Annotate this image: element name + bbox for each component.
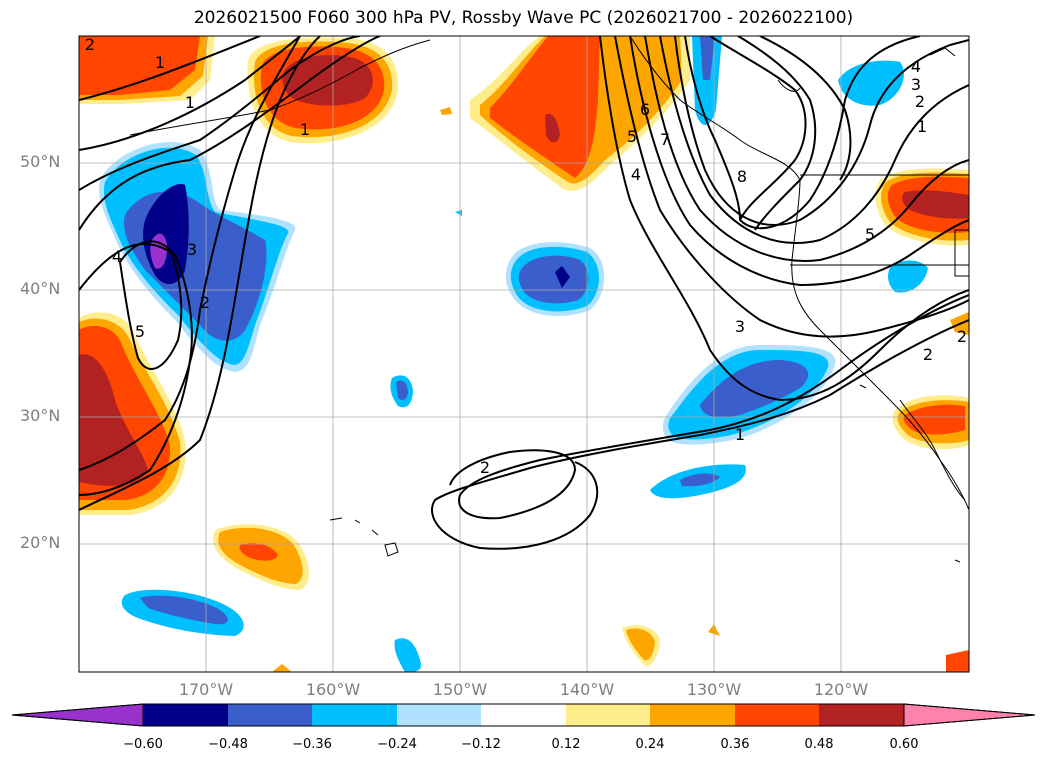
contour-label: 1 (735, 425, 745, 444)
contour-label: 1 (185, 93, 195, 112)
contour-label: 4 (911, 57, 921, 76)
colorbar-cell (735, 704, 819, 726)
lon-label: 140°W (559, 680, 615, 699)
colorbar-tick-label: 0.48 (804, 737, 834, 752)
lat-label: 20°N (20, 533, 61, 552)
contour-label: 8 (737, 167, 747, 186)
lon-label: 170°W (178, 680, 234, 699)
colorbar-tick-label: −0.48 (208, 737, 248, 752)
map-title: 2026021500 F060 300 hPa PV, Rossby Wave … (193, 8, 854, 28)
rossby-wave-contours (79, 36, 969, 550)
contour-label: 1 (155, 53, 165, 72)
lat-lon-grid (79, 36, 969, 672)
lon-label: 130°W (686, 680, 742, 699)
contour-label-group: 2 1 1 1 4 3 2 5 6 5 4 7 8 3 2 1 4 3 2 1 … (85, 35, 967, 477)
colorbar-cell (819, 704, 904, 726)
contour-label: 3 (735, 317, 745, 336)
colorbar-tick-label: 0.36 (720, 737, 750, 752)
contour-label: 7 (660, 130, 670, 149)
colorbar-tick-label: 0.24 (635, 737, 665, 752)
contour-label: 3 (187, 240, 197, 259)
contour-label: 3 (911, 75, 921, 94)
contour-label: 2 (923, 345, 933, 364)
contour-label: 2 (85, 35, 95, 54)
lat-label: 30°N (20, 406, 61, 425)
contour-label: 2 (200, 293, 210, 312)
contour-label: 2 (480, 458, 490, 477)
lon-label: 160°W (305, 680, 361, 699)
contour-label: 5 (135, 322, 145, 341)
contour-label: 5 (627, 127, 637, 146)
colorbar-tick-label: −0.60 (123, 737, 163, 752)
colorbar-cell (397, 704, 481, 726)
colorbar-min-extend (11, 703, 144, 727)
colorbar-cell (312, 704, 397, 726)
colorbar-cell (566, 704, 650, 726)
colorbar-max-extend (903, 703, 1036, 727)
lat-label: 40°N (20, 279, 61, 298)
pv-positive-anomaly-fills (79, 36, 969, 672)
lat-label: 50°N (20, 152, 61, 171)
plot-frame (78, 35, 970, 673)
contour-label: 4 (112, 247, 122, 266)
colorbar-cell (228, 704, 312, 726)
contour-label: 6 (640, 100, 650, 119)
colorbar-cell (481, 704, 566, 726)
colorbar-tick-label: 0.60 (889, 737, 919, 752)
lon-label: 120°W (813, 680, 869, 699)
contour-label: 4 (631, 165, 641, 184)
colorbar-tick-label: 0.12 (551, 737, 581, 752)
lon-label: 150°W (432, 680, 488, 699)
colorbar-cell (650, 704, 735, 726)
colorbar-tick-label: −0.36 (292, 737, 332, 752)
colorbar-cell (143, 704, 228, 726)
contour-label: 2 (915, 92, 925, 111)
colorbar (11, 703, 1036, 727)
contour-label: 5 (865, 225, 875, 244)
contour-label: 2 (957, 327, 967, 346)
contour-label: 1 (917, 117, 927, 136)
pv-negative-anomaly-fills (99, 36, 928, 672)
contour-label: 1 (300, 120, 310, 139)
colorbar-tick-label: −0.12 (461, 737, 501, 752)
colorbar-tick-label: −0.24 (377, 737, 417, 752)
